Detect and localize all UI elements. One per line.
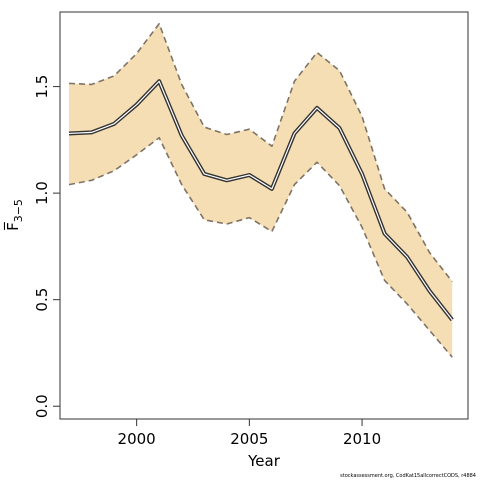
estimate-line [68, 80, 453, 321]
confidence-upper-bound [68, 22, 453, 283]
plot-frame [59, 11, 469, 420]
x-tick-label: 2005 [230, 430, 268, 448]
y-tick-label: 0.0 [33, 394, 51, 418]
y-tick-label: 1.5 [33, 75, 51, 99]
x-tick-label: 2010 [343, 430, 381, 448]
x-axis-title: Year [247, 452, 281, 470]
y-axis: 0.0 0.5 1.0 1.5 [33, 75, 60, 418]
x-tick-label: 2000 [118, 430, 156, 448]
y-axis-title-subscript: 3−5 [12, 199, 25, 222]
y-tick-label: 1.0 [33, 181, 51, 205]
y-axis-title: F̅3−5 [3, 199, 25, 231]
svg-text:F̅3−5: F̅3−5 [3, 199, 25, 231]
y-axis-title-main: F̅ [3, 221, 22, 231]
x-axis: 2000 2005 2010 [118, 419, 381, 448]
footnote: stockassessment.org, CodKat15allcorrectC… [340, 473, 476, 479]
confidence-band [69, 23, 453, 358]
plot-area [68, 22, 454, 358]
confidence-lower-bound [68, 136, 453, 358]
y-tick-label: 0.5 [33, 288, 51, 312]
